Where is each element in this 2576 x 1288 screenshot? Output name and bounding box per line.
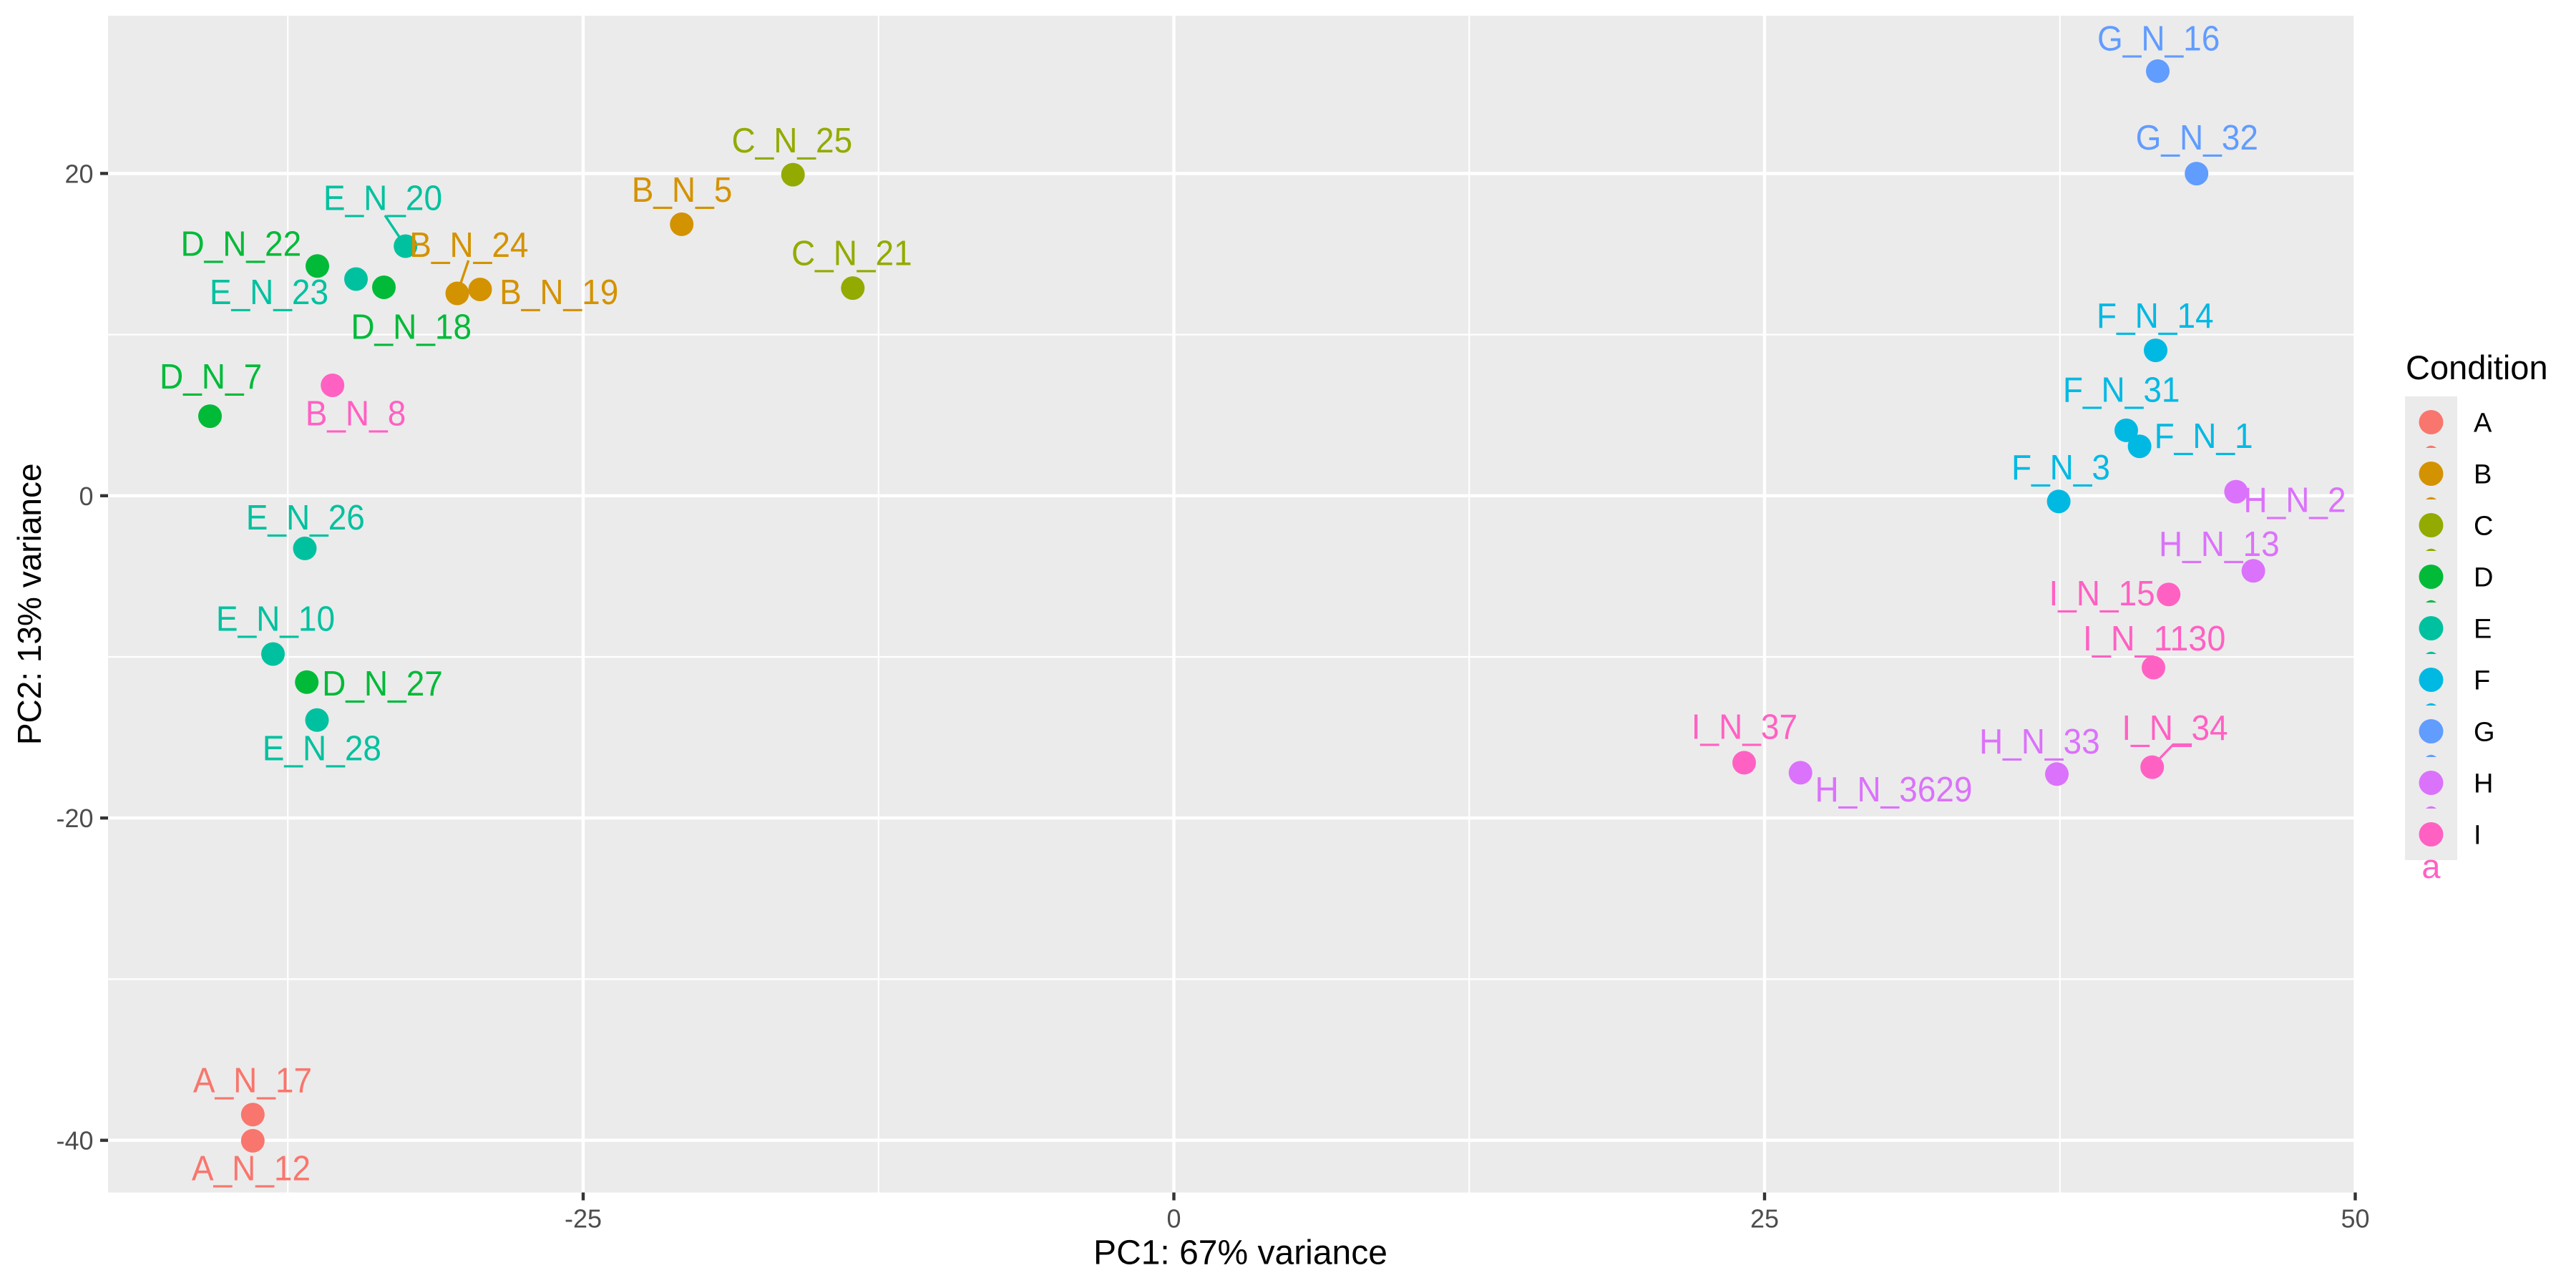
svg-text:I_N_34: I_N_34 bbox=[2122, 709, 2228, 748]
svg-text:G: G bbox=[2474, 718, 2495, 748]
svg-text:F_N_14: F_N_14 bbox=[2097, 297, 2214, 336]
svg-text:-25: -25 bbox=[565, 1204, 602, 1234]
svg-text:PC1: 67% variance: PC1: 67% variance bbox=[1093, 1234, 1387, 1272]
svg-text:B_N_24: B_N_24 bbox=[409, 226, 528, 265]
svg-text:50: 50 bbox=[2341, 1204, 2369, 1234]
svg-text:E: E bbox=[2474, 615, 2492, 645]
svg-text:A_N_12: A_N_12 bbox=[192, 1150, 311, 1189]
svg-text:G_N_16: G_N_16 bbox=[2097, 20, 2220, 59]
svg-text:I_N_1130: I_N_1130 bbox=[2083, 620, 2226, 658]
svg-text:B_N_5: B_N_5 bbox=[632, 171, 733, 210]
svg-text:B: B bbox=[2474, 460, 2492, 490]
svg-text:25: 25 bbox=[1750, 1204, 1779, 1234]
svg-text:E_N_10: E_N_10 bbox=[216, 600, 335, 639]
svg-text:0: 0 bbox=[1166, 1204, 1181, 1234]
svg-text:E_N_23: E_N_23 bbox=[210, 273, 328, 312]
svg-text:H_N_3629: H_N_3629 bbox=[1815, 771, 1973, 809]
svg-text:D_N_22: D_N_22 bbox=[180, 225, 301, 264]
svg-text:F: F bbox=[2474, 666, 2490, 696]
svg-text:F_N_31: F_N_31 bbox=[2063, 371, 2180, 410]
svg-text:D_N_27: D_N_27 bbox=[322, 665, 443, 703]
svg-text:F_N_3: F_N_3 bbox=[2011, 449, 2110, 487]
svg-text:H_N_33: H_N_33 bbox=[1979, 723, 2100, 761]
svg-text:0: 0 bbox=[79, 482, 93, 511]
svg-text:I_N_37: I_N_37 bbox=[1692, 708, 1797, 747]
svg-text:D_N_18: D_N_18 bbox=[351, 308, 472, 347]
svg-text:I: I bbox=[2474, 821, 2482, 851]
svg-text:PC2: 13% variance: PC2: 13% variance bbox=[11, 463, 48, 745]
svg-text:G_N_32: G_N_32 bbox=[2136, 119, 2258, 157]
svg-text:20: 20 bbox=[64, 159, 93, 188]
svg-text:B_N_19: B_N_19 bbox=[499, 273, 618, 312]
svg-text:H: H bbox=[2474, 769, 2493, 799]
svg-text:A: A bbox=[2474, 409, 2492, 439]
svg-text:C_N_21: C_N_21 bbox=[791, 235, 912, 273]
svg-text:D: D bbox=[2474, 563, 2493, 593]
svg-text:H_N_2: H_N_2 bbox=[2243, 482, 2346, 520]
svg-text:I_N_15: I_N_15 bbox=[2049, 575, 2155, 613]
svg-text:a: a bbox=[2421, 847, 2441, 885]
svg-text:E_N_20: E_N_20 bbox=[323, 179, 442, 218]
svg-text:F_N_1: F_N_1 bbox=[2155, 417, 2253, 456]
svg-text:E_N_28: E_N_28 bbox=[263, 730, 381, 769]
svg-text:Condition: Condition bbox=[2406, 348, 2548, 386]
svg-text:D_N_7: D_N_7 bbox=[160, 358, 262, 396]
svg-text:E_N_26: E_N_26 bbox=[246, 499, 365, 537]
svg-text:B_N_8: B_N_8 bbox=[306, 394, 406, 433]
svg-text:C_N_25: C_N_25 bbox=[731, 122, 852, 160]
svg-text:C: C bbox=[2474, 512, 2493, 542]
svg-text:A_N_17: A_N_17 bbox=[193, 1062, 312, 1101]
svg-text:-40: -40 bbox=[56, 1126, 93, 1156]
svg-text:-20: -20 bbox=[56, 804, 93, 833]
svg-text:H_N_13: H_N_13 bbox=[2159, 525, 2280, 564]
